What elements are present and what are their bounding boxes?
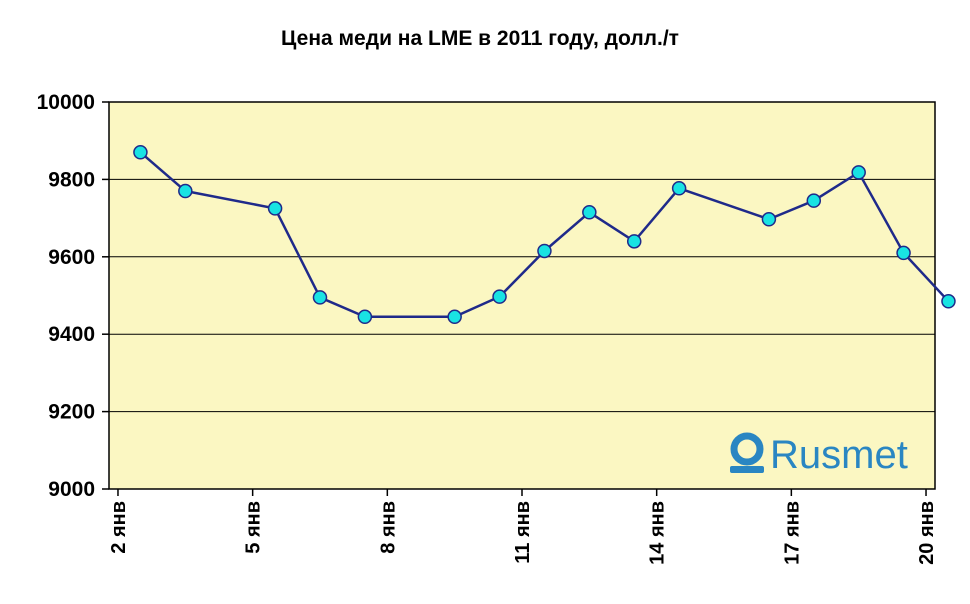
data-point (312, 290, 328, 305)
data-point (671, 181, 687, 196)
data-point (851, 165, 866, 180)
series-line (139, 151, 950, 319)
data-point (806, 193, 822, 208)
data-point (178, 183, 193, 199)
y-tick-label: 10000 (37, 91, 95, 114)
data-point (761, 212, 777, 227)
data-point (537, 243, 552, 259)
series-path (139, 151, 950, 319)
x-axis-ticks: 2 янв 5 янв 8 янв 11 янв 14 янв 17 янв 20 янв (108, 489, 938, 565)
data-point (492, 289, 507, 304)
x-tick-label: 5 янв (243, 501, 265, 554)
data-point (896, 245, 911, 261)
series-markers (133, 145, 956, 325)
data-point (267, 201, 283, 216)
x-tick-label: 11 янв (512, 501, 534, 564)
chart-title: Цена меди на LME в 2011 году, долл./т (281, 27, 679, 50)
data-point (941, 294, 956, 309)
rusmet-logo: Rusmet (730, 432, 908, 477)
x-tick-label: 8 янв (377, 501, 399, 554)
grid-lines (109, 178, 935, 413)
y-tick-label: 9000 (48, 478, 95, 501)
y-tick-label: 9400 (48, 323, 95, 346)
data-point (447, 309, 462, 325)
y-tick-label: 9600 (48, 246, 95, 269)
x-tick-label: 17 янв (781, 501, 803, 565)
y-tick-label: 9200 (48, 401, 95, 424)
rusmet-logo-icon (730, 432, 764, 473)
x-tick-label: 14 янв (647, 501, 669, 565)
x-tick-label: 20 янв (916, 501, 938, 565)
y-axis-ticks: 9000 9200 9400 9600 9800 10000 (37, 91, 109, 501)
data-point (582, 205, 597, 220)
y-tick-label: 9800 (48, 168, 95, 191)
x-tick-label: 2 янв (108, 501, 130, 554)
plot-area (108, 101, 936, 490)
rusmet-logo-text: Rusmet (770, 433, 908, 477)
data-point (133, 145, 148, 160)
data-point (626, 234, 642, 249)
data-point (357, 309, 373, 325)
